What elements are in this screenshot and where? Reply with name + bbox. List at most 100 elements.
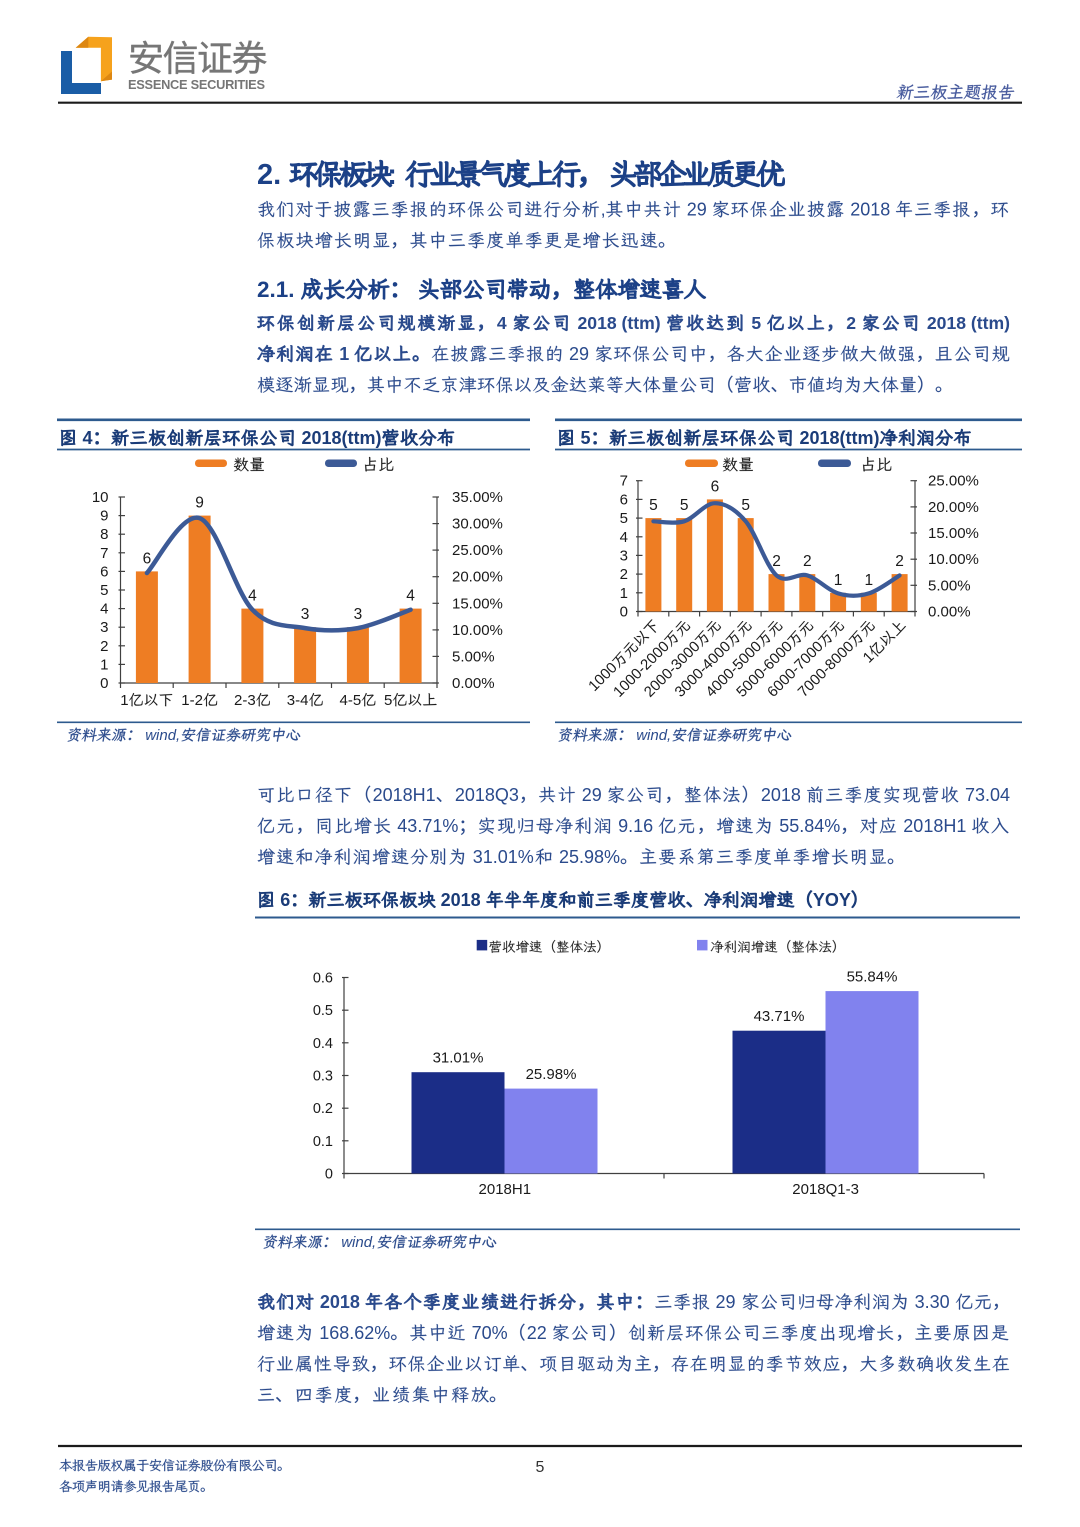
svg-text:29: 29 <box>687 200 707 220</box>
svg-text:2018(ttm): 2018(ttm) <box>302 428 382 448</box>
svg-text:5: 5 <box>536 1459 545 1476</box>
svg-text:7: 7 <box>100 545 108 562</box>
svg-text:7: 7 <box>620 473 628 490</box>
svg-text:0.1: 0.1 <box>313 1134 333 1150</box>
svg-text:5: 5 <box>741 497 750 514</box>
svg-text:2018H1: 2018H1 <box>373 785 436 805</box>
svg-text:0: 0 <box>620 604 628 621</box>
svg-text:2.1.: 2.1. <box>257 277 295 302</box>
svg-text:2018: 2018 <box>441 890 481 910</box>
svg-text:9: 9 <box>195 495 204 512</box>
svg-text:6: 6 <box>280 890 290 910</box>
svg-text:20.00%: 20.00% <box>452 569 503 586</box>
svg-text:22: 22 <box>527 1323 547 1343</box>
svg-text:2: 2 <box>772 553 781 570</box>
svg-text:2018: 2018 <box>320 1292 360 1312</box>
svg-text:0: 0 <box>325 1167 333 1183</box>
svg-text:29: 29 <box>716 1292 736 1312</box>
svg-text:2018H1: 2018H1 <box>479 1181 532 1198</box>
svg-text:0.00%: 0.00% <box>928 604 971 621</box>
svg-text:29: 29 <box>569 344 589 364</box>
svg-text:5.00%: 5.00% <box>928 577 971 594</box>
svg-text:1-2: 1-2 <box>181 692 203 709</box>
svg-text:5: 5 <box>751 313 761 333</box>
svg-text:6: 6 <box>620 491 628 508</box>
svg-text:31.01%: 31.01% <box>433 1050 484 1067</box>
svg-text:3: 3 <box>620 547 628 564</box>
svg-text:4-5: 4-5 <box>340 692 362 709</box>
svg-text:1: 1 <box>100 656 108 673</box>
svg-text:30.00%: 30.00% <box>452 516 503 533</box>
svg-text:2018Q1-3: 2018Q1-3 <box>792 1181 859 1198</box>
svg-text:6: 6 <box>143 550 152 567</box>
svg-text:2018 (ttm): 2018 (ttm) <box>927 313 1010 333</box>
svg-text:168.62%: 168.62% <box>319 1323 390 1343</box>
svg-text:2018: 2018 <box>850 200 890 220</box>
svg-text:1: 1 <box>120 692 128 709</box>
svg-text:15.00%: 15.00% <box>928 525 979 542</box>
svg-text:2: 2 <box>100 638 108 655</box>
svg-text:73.04: 73.04 <box>965 785 1010 805</box>
svg-text:2018 (ttm): 2018 (ttm) <box>578 313 661 333</box>
svg-text::: : <box>387 159 397 191</box>
svg-text:10: 10 <box>92 489 109 506</box>
svg-text:2: 2 <box>895 553 904 570</box>
svg-text:YOY: YOY <box>813 890 851 910</box>
svg-text:6: 6 <box>711 478 720 495</box>
svg-text:,: , <box>601 200 606 220</box>
svg-text:25.98%: 25.98% <box>559 847 620 867</box>
svg-text:29: 29 <box>582 785 602 805</box>
svg-text:2: 2 <box>620 566 628 583</box>
svg-text:3.30: 3.30 <box>915 1292 950 1312</box>
svg-text:2018(ttm): 2018(ttm) <box>800 428 880 448</box>
svg-text:wind,: wind, <box>341 1234 376 1251</box>
svg-text:2018: 2018 <box>761 785 801 805</box>
svg-text:10.00%: 10.00% <box>452 622 503 639</box>
svg-text:5: 5 <box>384 692 392 709</box>
svg-text:4: 4 <box>406 588 415 605</box>
svg-text:5: 5 <box>100 582 108 599</box>
svg-text:31.01%: 31.01% <box>473 847 534 867</box>
svg-text:55.84%: 55.84% <box>847 969 898 986</box>
svg-text:43.71%: 43.71% <box>754 1008 805 1025</box>
svg-text:3: 3 <box>354 606 363 623</box>
svg-text:2-3: 2-3 <box>234 692 256 709</box>
svg-text:wind,: wind, <box>145 727 180 744</box>
svg-text:4: 4 <box>248 588 257 605</box>
svg-text:0.4: 0.4 <box>313 1036 333 1052</box>
svg-text:2.: 2. <box>257 159 281 191</box>
svg-text:43.71%: 43.71% <box>397 816 458 836</box>
svg-text:4: 4 <box>83 428 93 448</box>
svg-text:9.16: 9.16 <box>618 816 653 836</box>
svg-text:0: 0 <box>100 675 108 692</box>
svg-text:5: 5 <box>649 497 658 514</box>
svg-text:35.00%: 35.00% <box>452 489 503 506</box>
svg-text:5.00%: 5.00% <box>452 648 495 665</box>
svg-text:5: 5 <box>680 497 689 514</box>
svg-text:3-4: 3-4 <box>287 692 309 709</box>
svg-text:3: 3 <box>100 619 108 636</box>
svg-text:1: 1 <box>834 572 843 589</box>
svg-text:6: 6 <box>100 563 108 580</box>
svg-text:4: 4 <box>497 313 507 333</box>
svg-text:70%: 70% <box>472 1323 508 1343</box>
svg-text:1: 1 <box>339 344 349 364</box>
svg-text:9: 9 <box>100 508 108 525</box>
svg-text:ESSENCE SECURITIES: ESSENCE SECURITIES <box>128 77 265 92</box>
svg-text:4: 4 <box>620 529 628 546</box>
svg-text:1: 1 <box>620 585 628 602</box>
svg-text:5: 5 <box>581 428 591 448</box>
svg-text:25.00%: 25.00% <box>928 473 979 490</box>
svg-text:25.00%: 25.00% <box>452 542 503 559</box>
svg-text:0.2: 0.2 <box>313 1101 333 1117</box>
svg-text:55.84%: 55.84% <box>779 816 840 836</box>
svg-text:0.00%: 0.00% <box>452 675 495 692</box>
svg-text:10.00%: 10.00% <box>928 551 979 568</box>
svg-text:20.00%: 20.00% <box>928 499 979 516</box>
svg-text:15.00%: 15.00% <box>452 595 503 612</box>
svg-text:2: 2 <box>846 313 856 333</box>
svg-text:0.6: 0.6 <box>313 971 333 987</box>
svg-text:2018Q3: 2018Q3 <box>455 785 519 805</box>
svg-text:1: 1 <box>864 572 873 589</box>
svg-text:0.3: 0.3 <box>313 1069 333 1085</box>
